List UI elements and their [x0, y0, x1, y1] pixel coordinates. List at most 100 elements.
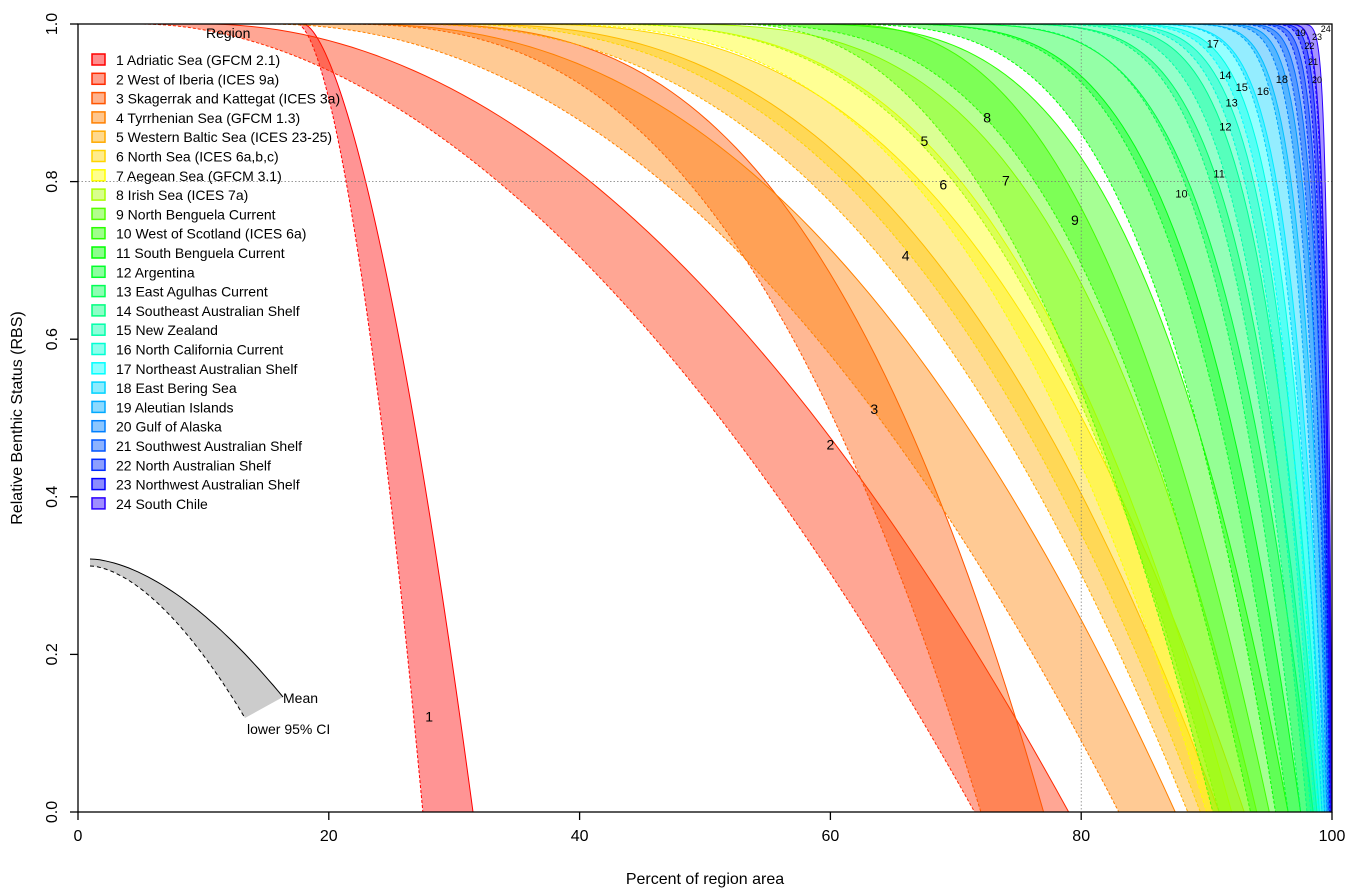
band-4: [78, 24, 1176, 812]
inset-band: [90, 559, 283, 718]
legend-label-4: 4 Tyrrhenian Sea (GFCM 1.3): [116, 110, 300, 126]
lower-ci-line-5: [78, 23, 1189, 813]
legend-swatch-13: [91, 284, 106, 298]
legend-swatch-21: [91, 439, 106, 452]
x-tick-label-60: 60: [822, 828, 840, 845]
series-label-15: 15: [1236, 82, 1248, 94]
series-label-17: 17: [1207, 39, 1219, 51]
lower-ci-line-12: [78, 23, 1289, 813]
legend-swatch-19: [91, 400, 106, 414]
legend-label-7: 7 Aegean Sea (GFCM 3.1): [116, 168, 282, 184]
legend-swatch-10: [91, 226, 106, 240]
legend-swatch-7: [91, 169, 106, 182]
legend-swatch-4: [91, 111, 106, 124]
series-label-14: 14: [1219, 70, 1231, 82]
legend-label-5: 5 Western Baltic Sea (ICES 23-25): [116, 129, 332, 145]
legend-swatch-24: [91, 497, 106, 510]
legend-label-14: 14 Southeast Australian Shelf: [116, 303, 300, 319]
legend-label-9: 9 North Benguela Current: [116, 206, 276, 222]
legend-label-1: 1 Adriatic Sea (GFCM 2.1): [116, 52, 280, 68]
legend-swatch-8: [91, 188, 106, 201]
legend-label-3: 3 Skagerrak and Kattegat (ICES 3a): [116, 91, 340, 107]
lower-ci-line-20: [78, 23, 1328, 813]
inset-mean-label: Mean: [283, 690, 318, 706]
legend-label-12: 12 Argentina: [116, 264, 195, 280]
series-label-11: 11: [1213, 169, 1224, 181]
plot-frame: [77, 23, 1333, 813]
y-tick-label-0.6: 0.6: [44, 328, 61, 350]
x-tick-label-100: 100: [1319, 828, 1346, 845]
legend-label-11: 11 South Benguela Current: [116, 245, 285, 261]
legend-swatch-23: [91, 477, 106, 491]
legend-swatch-20: [91, 419, 106, 433]
axes-layer: 0 20 40 60 80 100 0.0 0.2 0.4 0.6 0.8 1.0: [44, 13, 1345, 845]
legend-label-21: 21 Southwest Australian Shelf: [116, 438, 302, 454]
legend-label-13: 13 East Agulhas Current: [116, 284, 268, 300]
legend-label-23: 23 Northwest Australian Shelf: [116, 477, 300, 493]
y-axis-label: Relative Benthic Status (RBS): [9, 311, 26, 524]
legend: Region 1 Adriatic Sea (GFCM 2.1) 2 West o…: [91, 25, 340, 512]
legend-label-2: 2 West of Iberia (ICES 9a): [116, 71, 279, 87]
lower-ci-line-10: [78, 23, 1251, 813]
band-2: [78, 24, 1069, 812]
lower-ci-line-11: [78, 23, 1277, 813]
legend-items: 1 Adriatic Sea (GFCM 2.1) 2 West of Iberi…: [91, 52, 340, 512]
band-14: [78, 24, 1320, 812]
lower-ci-line-7: [78, 23, 1208, 813]
lower-ci-line-6: [78, 23, 1201, 813]
mean-line-1: [78, 23, 474, 813]
legend-swatch-9: [91, 207, 106, 221]
series-label-9: 9: [1071, 212, 1079, 228]
inset-lower-line: [89, 565, 246, 719]
lower-ci-line-15: [78, 23, 1312, 813]
x-axis-label: Percent of region area: [626, 871, 784, 888]
x-tick-label-20: 20: [320, 828, 338, 845]
x-tick-label-0: 0: [74, 828, 83, 845]
lower-ci-line-9: [78, 23, 1214, 813]
legend-swatch-3: [91, 91, 106, 105]
series-label-22: 22: [1304, 41, 1314, 51]
series-label-16: 16: [1257, 86, 1269, 98]
mean-line-4: [78, 23, 1176, 813]
legend-swatch-18: [91, 381, 106, 394]
series-label-6: 6: [939, 176, 947, 192]
series-label-4: 4: [902, 247, 910, 263]
series-label-20: 20: [1312, 75, 1322, 85]
reference-lines: [78, 24, 1332, 812]
lower-ci-line-2: [78, 23, 976, 813]
mean-line-8: [78, 23, 1258, 813]
legend-swatch-17: [91, 362, 106, 375]
legend-swatch-11: [91, 246, 106, 259]
series-label-13: 13: [1226, 98, 1238, 110]
legend-label-6: 6 North Sea (ICES 6a,b,c): [116, 149, 279, 165]
legend-label-8: 8 Irish Sea (ICES 7a): [116, 187, 248, 203]
series-label-7: 7: [1002, 173, 1010, 189]
y-tick-label-0: 0.0: [44, 801, 61, 823]
legend-swatch-6: [91, 149, 106, 163]
inset-key: Mean lower 95% CI: [89, 558, 330, 737]
lower-ci-line-1: [78, 23, 424, 813]
y-tick-label-0.2: 0.2: [44, 643, 61, 665]
legend-label-19: 19 Aleutian Islands: [116, 399, 234, 415]
y-tick-label-0.4: 0.4: [44, 486, 61, 508]
legend-label-22: 22 North Australian Shelf: [116, 457, 271, 473]
legend-swatch-16: [91, 342, 106, 356]
series-label-19: 19: [1296, 28, 1306, 38]
series-label-23: 23: [1312, 32, 1322, 42]
legend-label-16: 16 North California Current: [116, 342, 283, 358]
legend-swatch-5: [91, 130, 106, 143]
lower-ci-line-8: [78, 23, 1220, 813]
series-label-1: 1: [425, 708, 433, 724]
lower-ci-line-4: [78, 23, 1120, 813]
series-label-5: 5: [921, 133, 929, 149]
lower-ci-line-17: [78, 23, 1319, 813]
series-label-24: 24: [1321, 24, 1331, 34]
legend-label-10: 10 West of Scotland (ICES 6a): [116, 226, 306, 242]
band-6: [78, 24, 1245, 812]
series-label-8: 8: [983, 110, 991, 126]
x-tick-label-80: 80: [1072, 828, 1090, 845]
legend-swatch-22: [91, 458, 106, 472]
inset-mean-line: [89, 558, 284, 698]
